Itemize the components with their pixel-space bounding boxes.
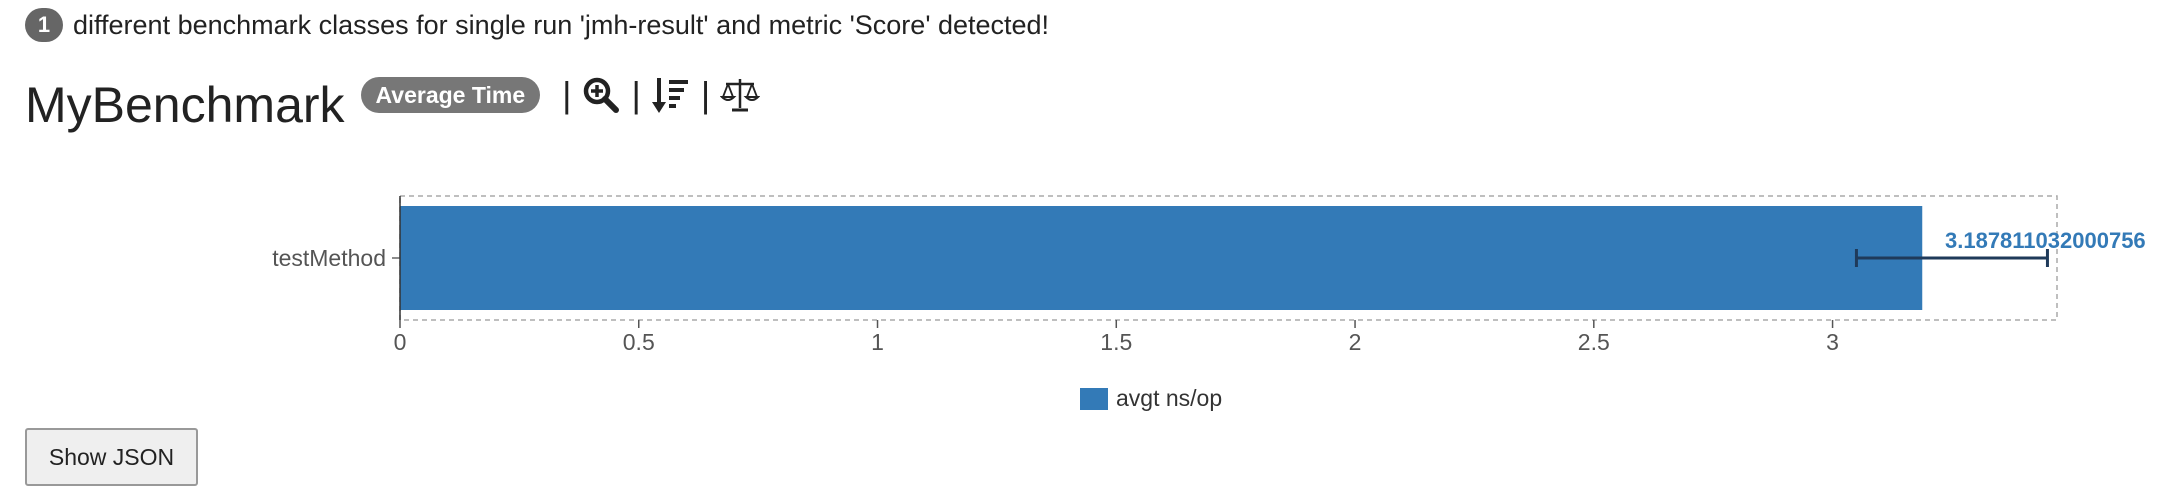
benchmark-header: MyBenchmark Average Time | | | — [25, 70, 761, 140]
benchmark-chart: testMethod 3.187811032000756 0 0.5 1 1.5 2 2.5 3 — [0, 170, 2161, 430]
x-tick-label: 3 — [1826, 329, 1839, 355]
legend-swatch — [1080, 387, 1108, 410]
y-tick-label: testMethod — [272, 245, 386, 271]
x-tick-label: 1 — [871, 329, 884, 355]
separator: | — [700, 74, 711, 115]
bar — [400, 206, 1923, 310]
show-json-button[interactable]: Show JSON — [25, 428, 198, 486]
info-line: 1 different benchmark classes for single… — [25, 5, 1049, 45]
chart-svg: testMethod 3.187811032000756 0 0.5 1 1.5 2 2.5 3 — [272, 195, 2146, 355]
mode-badge: Average Time — [360, 77, 541, 113]
sort-icon[interactable] — [651, 75, 691, 115]
x-tick-label: 1.5 — [1100, 329, 1132, 355]
x-tick-label: 0 — [394, 329, 407, 355]
zoom-in-icon[interactable] — [581, 75, 621, 115]
x-tick-label: 2.5 — [1578, 329, 1610, 355]
data-label: 3.187811032000756 — [1945, 228, 2146, 253]
chart-legend: avgt ns/op — [1080, 385, 1222, 412]
separator: | — [631, 74, 641, 115]
separator: | — [562, 74, 572, 115]
plot-frame — [399, 195, 2058, 321]
count-badge: 1 — [25, 8, 63, 42]
x-tick-label: 0.5 — [623, 329, 655, 355]
info-message: different benchmark classes for single r… — [73, 9, 1050, 40]
benchmark-title: MyBenchmark — [25, 77, 345, 133]
legend-label: avgt ns/op — [1116, 385, 1223, 411]
toolbar: | | | — [552, 74, 761, 116]
x-tick-label: 2 — [1349, 329, 1362, 355]
balance-scale-icon[interactable] — [720, 75, 761, 115]
